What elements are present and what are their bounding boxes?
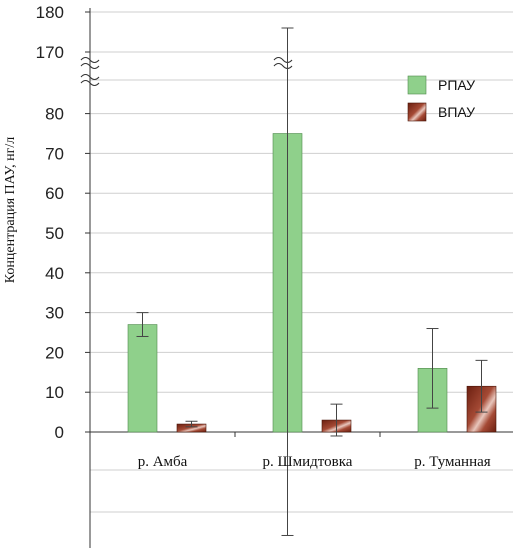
axis-break-mark [80,73,100,81]
y-tick-label: 40 [45,264,64,283]
y-tick-labels: 0 10 20 30 40 50 60 70 80 170 180 [36,3,64,442]
bars [127,133,497,433]
y-tick-label: 80 [45,105,64,124]
y-tick-label: 180 [36,3,64,22]
legend-label-rpau: РПАУ [438,77,475,93]
y-tick-label: 0 [55,423,64,442]
y-tick-label: 10 [45,383,64,402]
axis-break-mark [80,79,100,87]
y-tick-label: 30 [45,304,64,323]
legend-swatch-rpau [407,75,427,95]
error-bars [136,27,488,536]
legend-swatch-vpau [407,102,427,122]
axis-break-mark [80,62,100,70]
y-axis-label: Концентрация ПАУ, нг/л [3,137,18,284]
axis-break-mark [273,62,293,70]
y-tick-label: 50 [45,224,64,243]
category-label: р. Туманная [414,454,490,470]
category-labels: р. Амба р. Шмидтовка р. Туманная [138,454,491,470]
y-tick-label: 20 [45,343,64,362]
axis-break-mark [273,56,293,64]
legend-label-vpau: ВПАУ [438,104,475,120]
y-tick-label: 170 [36,43,64,62]
axis-break-mark [80,56,100,64]
legend: РПАУ ВПАУ [407,75,475,122]
category-label: р. Амба [138,454,188,470]
y-tick-label: 70 [45,144,64,163]
category-label: р. Шмидтовка [263,454,353,470]
bar-rpau-0 [127,324,158,433]
y-tick-label: 60 [45,184,64,203]
